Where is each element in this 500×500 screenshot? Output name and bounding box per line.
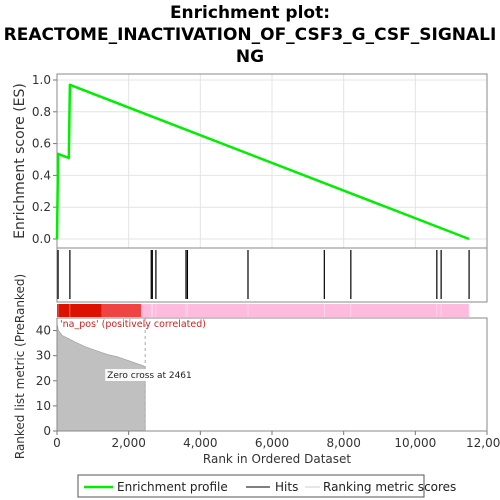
es-ylabel: Enrichment score (ES) — [12, 83, 28, 239]
legend-label-3: Ranking metric scores — [323, 480, 456, 494]
es-ytick-label: 0.2 — [32, 200, 51, 214]
es-ytick-label: 0.4 — [32, 168, 51, 182]
x-tick-label: 0 — [53, 436, 61, 450]
es-ytick-label: 0.0 — [32, 232, 51, 246]
x-axis-label: Rank in Ordered Dataset — [203, 452, 351, 466]
x-tick-label: 2,000 — [111, 436, 145, 450]
correlation-annotation: 'na_pos' (positively correlated) — [60, 319, 206, 330]
enrichment-profile-line — [55, 83, 470, 241]
rank-bar-segment — [101, 304, 142, 317]
legend-label-1: Enrichment profile — [117, 480, 228, 494]
ranking-metric-area — [56, 322, 146, 432]
legend-label-2: Hits — [275, 480, 298, 494]
zero-cross-label-bg — [105, 369, 192, 381]
title-line-2: REACTOME_INACTIVATION_OF_CSF3_G_CSF_SIGN… — [3, 25, 497, 45]
es-ytick-label: 0.8 — [32, 105, 51, 119]
x-axis: 0 2,000 4,000 6,000 8,000 10,000 12,000 Rank in… — [53, 431, 500, 466]
es-ytick-label: 1.0 — [32, 73, 51, 87]
metric-ytick-label: 0 — [43, 424, 51, 438]
legend-box — [77, 474, 425, 498]
x-tick-label: 12,000 — [466, 436, 500, 450]
x-tick-label: 6,000 — [255, 436, 289, 450]
rank-bar-segment — [141, 304, 470, 317]
metric-ytick-label: 10 — [36, 399, 51, 413]
metric-panel: 0 10 20 30 40 Zero cross at 2461 'na_pos' (pos… — [13, 274, 488, 459]
hits-panel — [56, 247, 488, 303]
metric-ytick-label: 40 — [36, 324, 51, 338]
rank-colorbar — [57, 304, 470, 317]
legend: Enrichment profile Hits Ranking metric sco… — [77, 474, 456, 498]
es-ytick-label: 0.6 — [32, 137, 51, 151]
title-line-3: NG — [235, 47, 265, 67]
title-line-1: Enrichment plot: — [169, 3, 331, 23]
x-tick-label: 10,000 — [394, 436, 436, 450]
es-panel: 0.0 0.2 0.4 0.6 0.8 1.0 Enrichment score (ES) — [12, 73, 488, 249]
metric-ylabel: Ranked list metric (PreRanked) — [13, 274, 27, 459]
x-tick-label: 8,000 — [326, 436, 360, 450]
zero-cross-label: Zero cross at 2461 — [107, 371, 192, 381]
chart-title: Enrichment plot: REACTOME_INACTIVATION_O… — [0, 2, 500, 68]
rank-bar-segment — [57, 304, 102, 317]
metric-ytick-label: 20 — [36, 374, 51, 388]
metric-ytick-label: 30 — [36, 349, 51, 363]
x-tick-label: 4,000 — [183, 436, 217, 450]
hits-frame — [56, 247, 488, 303]
